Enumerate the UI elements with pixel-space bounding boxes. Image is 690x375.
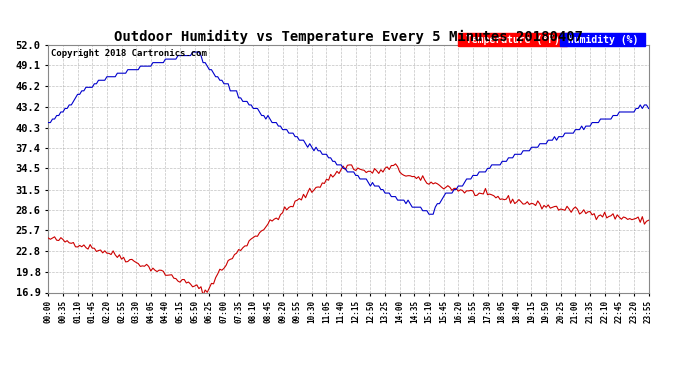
Text: Humidity (%): Humidity (%) xyxy=(562,34,644,45)
Title: Outdoor Humidity vs Temperature Every 5 Minutes 20180407: Outdoor Humidity vs Temperature Every 5 … xyxy=(114,30,583,44)
Text: Copyright 2018 Cartronics.com: Copyright 2018 Cartronics.com xyxy=(51,49,207,58)
Text: Temperature (°F): Temperature (°F) xyxy=(460,34,565,45)
